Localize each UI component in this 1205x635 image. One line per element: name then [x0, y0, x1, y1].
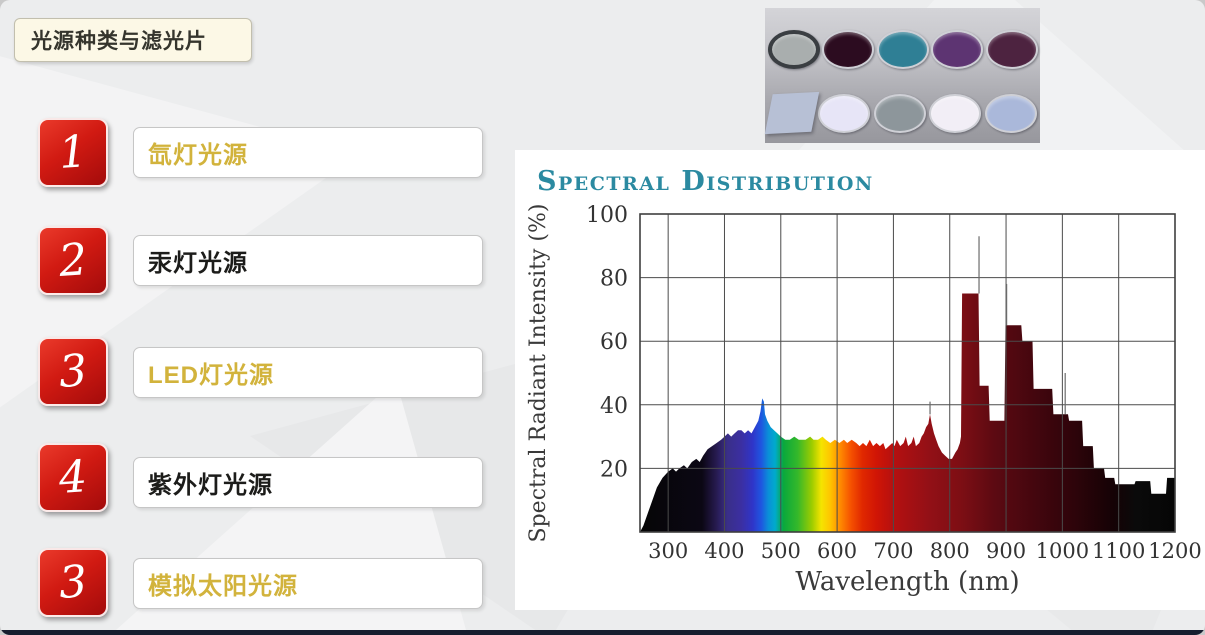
- white-lavender-filter: [818, 93, 870, 133]
- light-source-item-xenon: 氙灯光源: [133, 127, 483, 178]
- purple-filter: [931, 29, 983, 69]
- flat-filters-row: [764, 91, 1040, 135]
- gray-lens-filter-with-dark-rim: [767, 29, 820, 69]
- x-axis-title: Wavelength (nm): [795, 567, 1019, 597]
- y-tick-label: 40: [600, 394, 628, 419]
- white-filter: [929, 93, 981, 133]
- x-tick-label: 900: [986, 539, 1026, 563]
- number-badge-4: 4: [38, 443, 108, 512]
- light-source-label: LED灯光源: [148, 362, 274, 389]
- number-badge-1: 1: [38, 118, 108, 187]
- number-badge-3: 3: [38, 337, 108, 406]
- slide-title: 光源种类与滤光片: [31, 30, 207, 53]
- number-badge-5: 3: [38, 548, 108, 617]
- slide-title-plate: 光源种类与滤光片: [14, 18, 252, 62]
- teal-filter: [876, 29, 929, 69]
- x-tick-label: 600: [817, 539, 857, 563]
- x-tick-label: 800: [930, 539, 970, 563]
- slide-bottom-bar: [0, 630, 1205, 635]
- light-source-item-mercury: 汞灯光源: [133, 235, 483, 286]
- spectral-distribution-chart: Spectral Distribution 20 40 60 80 100 300 400 50…: [515, 150, 1205, 610]
- light-source-item-solar-simulator: 模拟太阳光源: [133, 558, 483, 609]
- x-tick-label: 500: [761, 539, 801, 563]
- badge-number: 4: [57, 450, 89, 504]
- dark-plum-filter: [985, 29, 1038, 69]
- round-filters-row: [765, 28, 1040, 70]
- light-source-label: 模拟太阳光源: [148, 573, 298, 600]
- badge-number: 2: [57, 233, 89, 287]
- spectrum-area: [640, 293, 1175, 532]
- x-tick-label: 700: [873, 539, 913, 563]
- y-tick-label: 100: [586, 203, 628, 228]
- gray-filter: [873, 93, 926, 133]
- badge-number: 3: [57, 555, 89, 609]
- chart-title: Spectral Distribution: [537, 166, 874, 197]
- x-tick-label: 400: [704, 539, 744, 563]
- x-tick-label: 300: [648, 539, 688, 563]
- periwinkle-filter: [984, 93, 1037, 133]
- light-source-item-uv: 紫外灯光源: [133, 457, 483, 508]
- number-badge-2: 2: [38, 226, 108, 295]
- filters-photo: [764, 8, 1040, 143]
- x-tick-label: 1200: [1148, 539, 1201, 563]
- light-source-label: 汞灯光源: [148, 250, 248, 277]
- y-tick-label: 80: [600, 267, 628, 292]
- plot-border: [639, 213, 1176, 533]
- light-source-label: 紫外灯光源: [148, 472, 273, 499]
- x-tick-label: 1100: [1092, 539, 1145, 563]
- light-blue-square-plate: [764, 91, 819, 135]
- light-source-label: 氙灯光源: [148, 142, 248, 169]
- y-axis-title: Spectral Radiant Intensity (%): [526, 204, 551, 543]
- badge-number: 1: [57, 125, 89, 179]
- light-source-item-led: LED灯光源: [133, 347, 483, 398]
- y-tick-label: 60: [600, 330, 628, 355]
- badge-number: 3: [57, 344, 89, 398]
- y-tick-label: 20: [600, 457, 628, 482]
- x-tick-label: 1000: [1036, 539, 1089, 563]
- dark-maroon-filter: [822, 29, 874, 69]
